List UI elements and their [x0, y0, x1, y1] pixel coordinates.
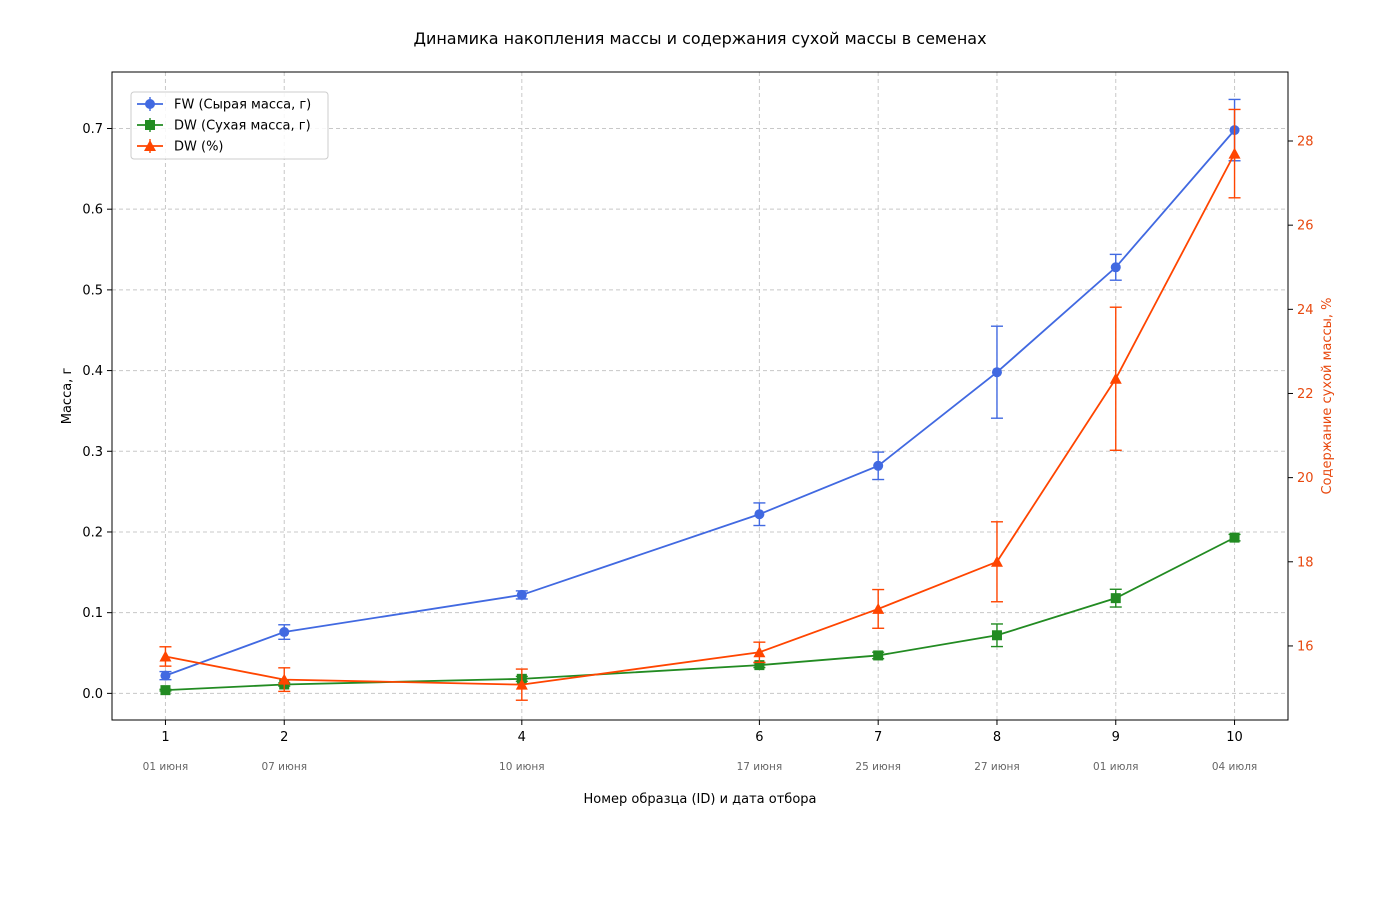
- data-point: [279, 627, 290, 638]
- series-1: [159, 532, 1241, 696]
- y-tick-label-right: 24: [1297, 303, 1314, 318]
- y-axis-label-right: Содержание сухой массы, %: [1320, 297, 1335, 494]
- x-tick-label: 10: [1226, 730, 1243, 745]
- series-line: [165, 153, 1236, 686]
- y-tick-label-left: 0.7: [82, 122, 103, 137]
- legend-label: FW (Сырая масса, г): [174, 98, 311, 113]
- legend-marker: [145, 99, 155, 109]
- y-tick-label-left: 0.5: [82, 283, 103, 298]
- data-point: [1110, 593, 1121, 604]
- x-date-label: 04 июля: [1212, 761, 1257, 773]
- data-point: [1110, 262, 1121, 273]
- series-0: [159, 98, 1241, 681]
- x-tick-label: 2: [280, 730, 288, 745]
- y-tick-label-right: 22: [1297, 387, 1314, 402]
- x-tick-label: 4: [518, 730, 526, 745]
- legend: FW (Сырая масса, г) DW (Сухая масса, г) DW…: [130, 91, 329, 160]
- axis-layer: 1 01 июня 2 07 июня 4 10 июня 6 17 июня 7 25 июня…: [82, 122, 1313, 773]
- chart-title: Динамика накопления массы и содержания с…: [413, 29, 986, 48]
- y-tick-label-right: 18: [1297, 555, 1314, 570]
- x-date-label: 25 июня: [855, 761, 901, 773]
- x-tick-label: 9: [1112, 730, 1120, 745]
- data-point: [515, 678, 528, 690]
- y-tick-label-left: 0.4: [82, 364, 103, 379]
- data-point: [1109, 372, 1122, 384]
- data-point: [872, 602, 885, 614]
- x-tick-label: 7: [874, 730, 882, 745]
- y-tick-label-left: 0.3: [82, 445, 103, 460]
- data-point: [160, 685, 171, 696]
- series-layer: [159, 98, 1241, 701]
- data-point: [160, 670, 171, 681]
- data-point: [278, 673, 291, 685]
- y-tick-label-right: 26: [1297, 219, 1314, 234]
- legend-label: DW (Сухая масса, г): [174, 119, 311, 134]
- data-point: [991, 367, 1002, 378]
- data-point: [516, 589, 527, 600]
- x-tick-label: 8: [993, 730, 1001, 745]
- y-tick-label-right: 20: [1297, 471, 1314, 486]
- data-point: [753, 646, 766, 658]
- series-line: [165, 129, 1236, 677]
- legend-item: DW (Сухая масса, г): [137, 118, 311, 134]
- grid-layer: [112, 72, 1288, 720]
- y-tick-label-right: 28: [1297, 135, 1314, 150]
- data-point: [159, 650, 172, 662]
- x-axis-label: Номер образца (ID) и дата отбора: [583, 792, 816, 807]
- x-tick-label: 1: [161, 730, 169, 745]
- y-tick-label-left: 0.1: [82, 606, 103, 621]
- legend-box: [130, 91, 329, 160]
- legend-label: DW (%): [174, 140, 224, 155]
- data-point: [873, 460, 884, 471]
- data-point: [990, 555, 1003, 567]
- data-point: [1228, 147, 1241, 159]
- data-point: [873, 650, 884, 661]
- data-point: [1229, 532, 1240, 543]
- x-date-label: 07 июня: [261, 761, 307, 773]
- x-date-label: 01 июня: [143, 761, 189, 773]
- plot-frame: [111, 71, 1289, 721]
- x-tick-label: 6: [755, 730, 763, 745]
- series-line: [165, 536, 1235, 692]
- legend-marker: [144, 140, 156, 151]
- legend-item: FW (Сырая масса, г): [137, 97, 311, 113]
- y-axis-label-left: Масса, г: [60, 368, 75, 425]
- y-tick-label-left: 0.0: [82, 687, 103, 702]
- x-date-label: 01 июля: [1093, 761, 1138, 773]
- y-tick-label-left: 0.2: [82, 525, 103, 540]
- y-tick-label-right: 16: [1297, 639, 1314, 654]
- legend-marker: [145, 120, 155, 130]
- x-date-label: 17 июня: [737, 761, 783, 773]
- x-date-label: 27 июня: [974, 761, 1020, 773]
- data-point: [754, 509, 765, 520]
- x-date-label: 10 июня: [499, 761, 545, 773]
- series-2: [159, 108, 1241, 701]
- data-point: [991, 630, 1002, 641]
- data-point: [754, 660, 765, 671]
- legend-item: DW (%): [137, 139, 224, 155]
- y-tick-label-left: 0.6: [82, 203, 103, 218]
